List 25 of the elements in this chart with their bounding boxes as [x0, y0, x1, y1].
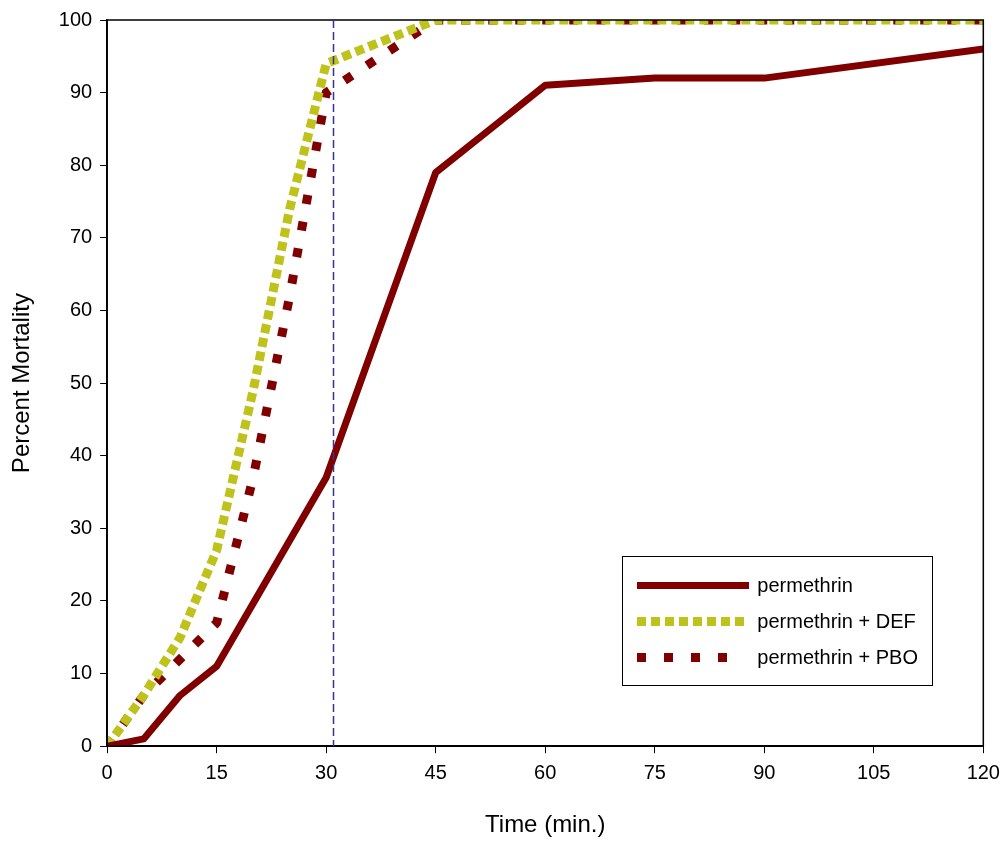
y-tick-label: 90 — [69, 80, 93, 103]
y-tick-label: 30 — [69, 515, 93, 538]
y-tick-label: 50 — [69, 370, 93, 393]
x-tick-label: 45 — [424, 760, 447, 783]
y-tick-label: 40 — [69, 443, 93, 466]
y-tick-label: 0 — [81, 733, 93, 756]
legend-label: permethrin + DEF — [757, 609, 916, 633]
x-tick-label: 90 — [753, 760, 776, 783]
x-tick-label: 15 — [205, 760, 228, 783]
x-tick-label: 105 — [857, 760, 891, 783]
x-tick-label: 120 — [966, 760, 1000, 783]
x-tick-label: 0 — [101, 760, 113, 783]
x-tick-label: 60 — [534, 760, 557, 783]
y-tick-label: 70 — [69, 225, 93, 248]
x-tick-label: 30 — [315, 760, 338, 783]
y-tick-label: 80 — [69, 152, 93, 175]
x-tick-label: 75 — [643, 760, 666, 783]
legend-label: permethrin + PBO — [757, 645, 918, 669]
y-tick-label: 60 — [69, 298, 93, 320]
legend-label: permethrin — [757, 573, 853, 597]
x-axis-title: Time (min.) — [485, 810, 606, 838]
y-axis-title: Percent Mortality — [7, 293, 35, 474]
y-tick-label: 100 — [58, 7, 93, 30]
y-tick-label: 10 — [69, 661, 93, 684]
y-tick-label: 20 — [69, 588, 93, 611]
